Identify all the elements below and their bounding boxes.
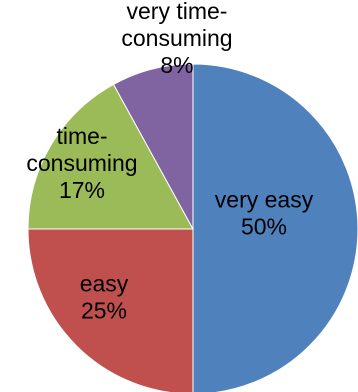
- pie-labels: very easy50%easy25%time-consuming17%very…: [26, 0, 313, 324]
- pie-slice-easy: [27, 228, 194, 392]
- slice-value-easy: 25%: [81, 298, 127, 324]
- slice-label-very-easy: very easy: [215, 187, 314, 213]
- slice-value-time-consuming: 17%: [59, 177, 105, 203]
- slice-label-time-consuming: time-: [56, 123, 107, 149]
- slice-value-very-time-consuming: 8%: [160, 52, 193, 78]
- pie-slice-very-time-consuming: [112, 63, 194, 230]
- slice-label-very-time-consuming: consuming: [121, 25, 232, 51]
- pie-slice-time-consuming: [27, 83, 194, 230]
- pie-slices: [27, 63, 358, 392]
- slice-value-very-easy: 50%: [241, 214, 287, 240]
- slice-label-easy: easy: [80, 271, 129, 297]
- slice-label-time-consuming: consuming: [26, 150, 137, 176]
- slice-label-very-time-consuming: very time-: [127, 0, 228, 24]
